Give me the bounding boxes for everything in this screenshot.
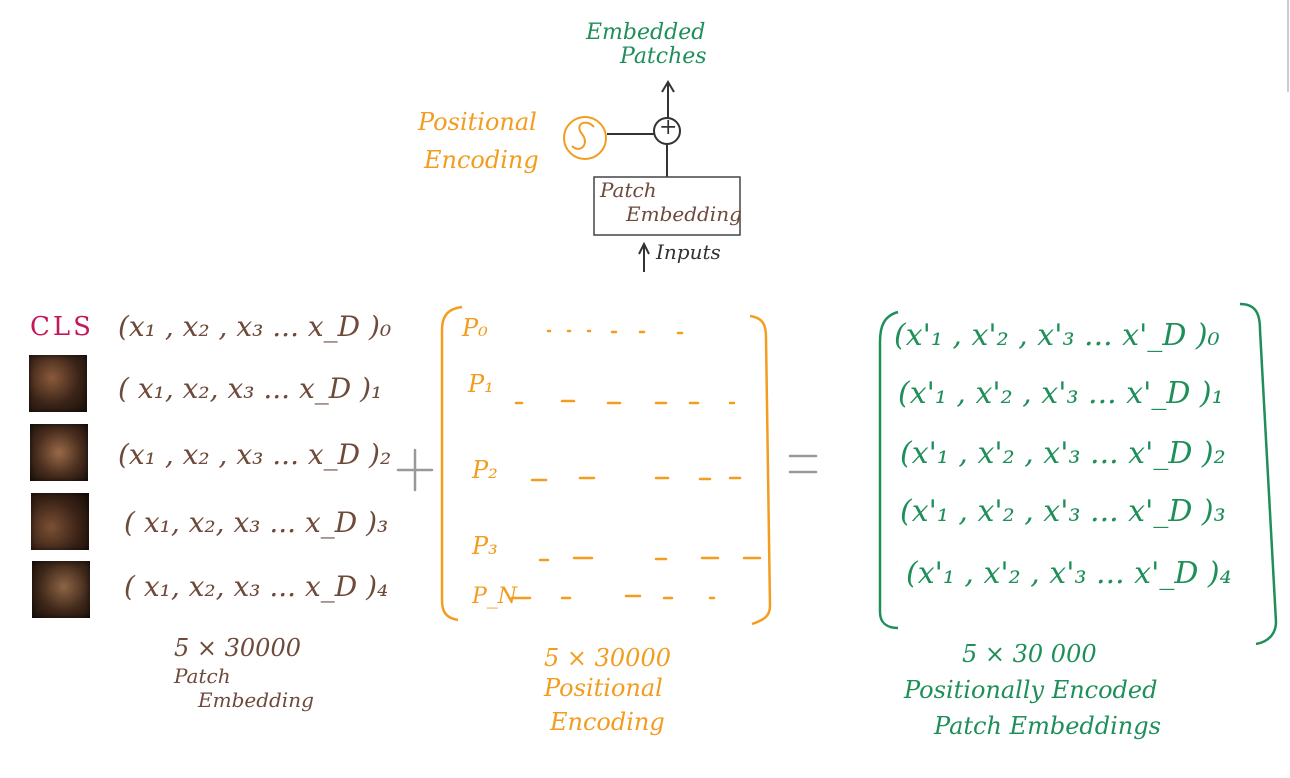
pe-row-2: P₂ [472,456,498,484]
patch-caption-line1: Patch [174,664,231,688]
result-row-0: (x'₁ , x'₂ , x'₃ ... x'_D )₀ [894,318,1220,353]
positional-label-line1: Positional [418,108,537,136]
equals-operator [788,454,818,474]
pe-row-3: P₃ [472,532,498,560]
patch-embedding-box [593,176,741,236]
result-row-3: (x'₁ , x'₂ , x'₃ ... x'_D )₃ [900,494,1226,529]
input-arrowhead [638,241,650,255]
result-caption-line2: Patch Embeddings [934,712,1161,740]
patch-row-0: (x₁ , x₂ , x₃ ... x_D )₀ [118,310,392,343]
cls-label: CLS [30,312,94,342]
box-label-line1: Patch [600,178,657,202]
result-caption-line1: Positionally Encoded [904,676,1158,704]
patch-image-1 [29,355,87,412]
result-row-2: (x'₁ , x'₂ , x'₃ ... x'_D )₂ [900,436,1226,471]
pe-left-bracket [440,305,463,622]
pe-right-bracket [749,314,772,626]
patch-image-4 [32,561,90,618]
pe-caption-line2: Encoding [550,708,665,736]
patch-row-4: ( x₁, x₂, x₃ ... x_D )₄ [124,570,389,603]
result-row-4: (x'₁ , x'₂ , x'₃ ... x'_D )₄ [906,556,1232,591]
patch-row-1: ( x₁, x₂, x₃ ... x_D )₁ [118,372,383,405]
patch-row-3: ( x₁, x₂, x₃ ... x_D )₃ [124,506,389,539]
pe-caption-line1: Positional [544,674,663,702]
sine-wave-icon [571,121,595,150]
plus-node-symbol: + [659,115,678,140]
sine-node-circle [563,116,607,160]
result-row-1: (x'₁ , x'₂ , x'₃ ... x'_D )₁ [898,376,1224,411]
pe-size-label: 5 × 30000 [544,644,671,672]
output-label-line1: Embedded [586,20,706,45]
result-right-bracket [1239,302,1278,646]
output-arrowhead [661,80,675,93]
pe-dashes [510,329,762,600]
pe-row-0: P₀ [462,314,488,342]
output-label-line2: Patches [620,44,707,69]
result-size-label: 5 × 30 000 [962,640,1097,668]
plus-operator [396,448,434,492]
patch-image-3 [31,493,89,550]
result-left-bracket [878,310,899,630]
box-label-line2: Embedding [626,202,742,226]
patch-size-label: 5 × 30000 [174,634,301,662]
pe-row-4: P_N [472,584,518,609]
positional-label-line2: Encoding [424,146,539,174]
patch-row-2: (x₁ , x₂ , x₃ ... x_D )₂ [118,438,392,471]
patch-image-2 [30,424,88,481]
patch-caption-line2: Embedding [198,688,314,712]
input-label: Inputs [656,240,721,264]
pe-row-1: P₁ [468,370,494,398]
